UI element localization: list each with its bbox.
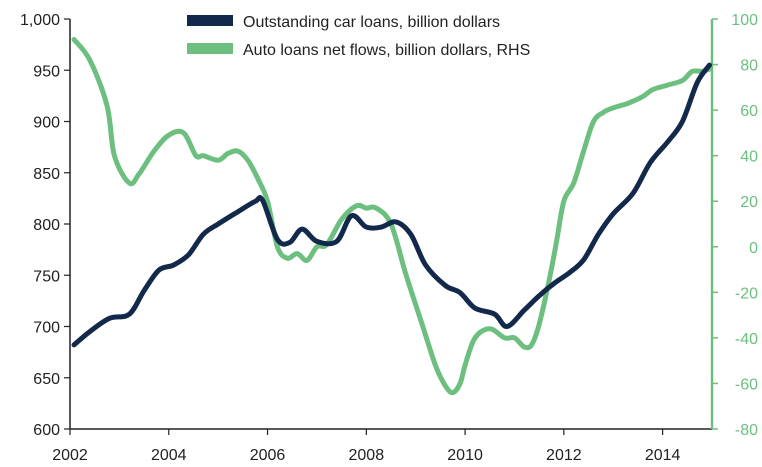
- right-tick-label: 20: [740, 194, 758, 211]
- left-tick-label: 1,000: [20, 12, 60, 29]
- legend-label: Auto loans net flows, billion dollars, R…: [243, 42, 530, 59]
- bottom-tick-label: 2012: [546, 447, 582, 464]
- legend: Outstanding car loans, billion dollars Au…: [187, 14, 530, 59]
- bottom-tick-label: 2004: [151, 447, 187, 464]
- right-tick-label: -40: [735, 331, 758, 348]
- left-tick-label: 900: [33, 115, 60, 132]
- legend-swatch: [187, 43, 233, 54]
- bottom-tick-label: 2002: [52, 447, 88, 464]
- right-tick-label: 40: [740, 149, 758, 166]
- right-tick-label: -80: [735, 422, 758, 439]
- series-line-net-flows: [71, 37, 712, 396]
- left-tick-label: 850: [33, 166, 60, 183]
- bottom-tick-label: 2014: [645, 447, 681, 464]
- legend-swatch: [187, 15, 233, 26]
- left-tick-label: 950: [33, 63, 60, 80]
- left-tick-label: 600: [33, 422, 60, 439]
- bottom-tick-label: 2010: [447, 447, 483, 464]
- bottom-tick-label: 2006: [250, 447, 286, 464]
- right-tick-label: 0: [749, 240, 758, 257]
- right-tick-label: 60: [740, 103, 758, 120]
- series-lines: [71, 37, 712, 396]
- axes: 6006507007508008509009501,000-80-60-40-2…: [20, 12, 758, 464]
- left-tick-label: 750: [33, 268, 60, 285]
- series-line-outstanding-loans: [71, 62, 712, 348]
- left-tick-label: 650: [33, 371, 60, 388]
- left-tick-label: 800: [33, 217, 60, 234]
- bottom-tick-label: 2008: [349, 447, 385, 464]
- right-tick-label: -20: [735, 285, 758, 302]
- right-tick-label: -60: [735, 376, 758, 393]
- right-tick-label: 80: [740, 58, 758, 75]
- left-tick-label: 700: [33, 320, 60, 337]
- right-tick-label: 100: [731, 12, 758, 29]
- legend-label: Outstanding car loans, billion dollars: [243, 14, 500, 31]
